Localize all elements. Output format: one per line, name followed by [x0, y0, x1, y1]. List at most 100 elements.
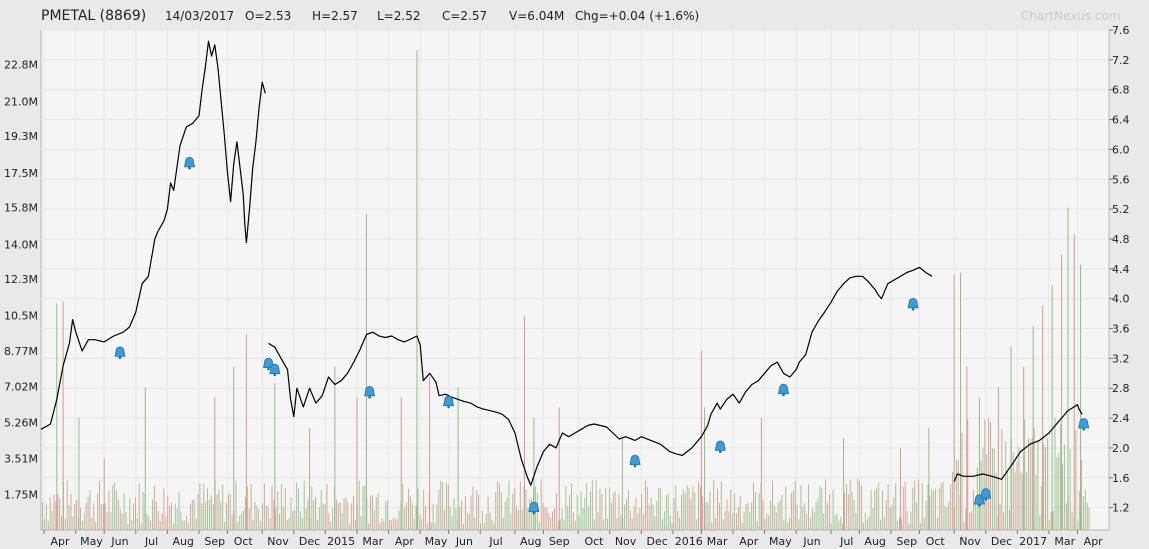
price-line — [40, 40, 266, 430]
price-tick-label: 1.6 — [1112, 472, 1130, 485]
alert-bell-icon — [364, 385, 376, 399]
alert-bell-icon — [778, 383, 789, 397]
x-tick-label: May — [80, 535, 103, 548]
x-tick-label: Mar — [362, 535, 383, 548]
brand-watermark: ChartNexus.com — [1021, 9, 1121, 23]
bell-body — [443, 395, 455, 407]
bell-body — [980, 488, 992, 499]
volume-tick-label: 1.75M — [4, 488, 38, 501]
x-tick-label: Apr — [50, 535, 70, 548]
alert-bell-icon — [714, 440, 726, 453]
bell-body — [184, 156, 195, 168]
volume-tick-label: 22.8M — [4, 59, 38, 72]
volume-tick-label: 19.3M — [4, 130, 38, 143]
price-tick-label: 7.2 — [1112, 54, 1130, 67]
price-line — [268, 266, 933, 486]
volume-tick-label: 12.3M — [4, 273, 38, 286]
x-tick-label: Dec — [299, 535, 320, 548]
x-tick-label: Aug — [172, 535, 193, 548]
alert-bell-icon — [269, 363, 281, 377]
x-tick-label: Mar — [1054, 535, 1075, 548]
x-tick-label: Jul — [144, 535, 158, 548]
x-tick-label: Mar — [707, 535, 728, 548]
x-tick-label: Jul — [488, 535, 502, 548]
price-tick-label: 2.0 — [1112, 442, 1130, 455]
x-tick-label: Nov — [615, 535, 637, 548]
x-tick-label: May — [425, 535, 448, 548]
x-tick-label: Sep — [896, 535, 917, 548]
price-line — [953, 404, 1083, 482]
alert-bell-icon — [980, 488, 992, 501]
plot-area — [40, 29, 1110, 531]
volume-tick-label: 3.51M — [4, 452, 38, 465]
price-tick-label: 6.0 — [1112, 143, 1130, 156]
bell-clapper — [188, 166, 191, 170]
bell-clapper — [447, 405, 450, 409]
alert-bell-icon — [528, 501, 540, 515]
bell-body — [364, 385, 376, 397]
x-tick-label: Dec — [647, 535, 668, 548]
low-readout: L=2.52 — [377, 9, 421, 23]
x-tick-label: Jun — [455, 535, 473, 548]
x-tick-label: Jun — [802, 535, 820, 548]
bell-body — [907, 297, 919, 309]
x-tick-label: Apr — [1084, 535, 1104, 548]
x-tick-label: 2016 — [675, 535, 703, 548]
chart-header: PMETAL (8869) 14/03/2017 O=2.53 H=2.57 L… — [0, 0, 1149, 30]
volume-tick-label: 15.8M — [4, 202, 38, 215]
volume-tick-label: 8.77M — [4, 345, 38, 358]
x-tick-label: Jun — [110, 535, 128, 548]
x-tick-label: Jul — [839, 535, 853, 548]
bell-body — [114, 346, 126, 357]
price-tick-label: 5.6 — [1112, 173, 1130, 186]
x-tick-label: Nov — [959, 535, 981, 548]
volume-tick-label: 10.5M — [4, 310, 38, 323]
price-tick-label: 6.4 — [1112, 114, 1130, 127]
alert-bell-icon — [184, 156, 195, 170]
volume-tick-label: 21.0M — [4, 95, 38, 108]
bell-body — [714, 440, 726, 451]
bell-body — [629, 454, 641, 466]
symbol-label: PMETAL (8869) — [41, 8, 147, 24]
bell-clapper — [532, 511, 536, 515]
x-tick-label: Apr — [395, 535, 415, 548]
date-readout: 14/03/2017 — [165, 9, 235, 23]
bell-body — [269, 363, 281, 375]
price-tick-label: 3.2 — [1112, 352, 1130, 365]
price-tick-label: 3.6 — [1112, 323, 1130, 336]
bell-clapper — [267, 367, 270, 371]
open-readout: O=2.53 — [245, 9, 292, 23]
bell-clapper — [911, 307, 915, 311]
price-tick-label: 4.0 — [1112, 293, 1130, 306]
volume-tick-label: 17.5M — [4, 167, 38, 180]
x-tick-label: Oct — [584, 535, 604, 548]
bell-clapper — [273, 373, 277, 377]
price-tick-label: 5.2 — [1112, 203, 1130, 216]
bell-clapper — [978, 504, 981, 507]
price-tick-label: 4.8 — [1112, 233, 1130, 246]
volume-tick-label: 7.02M — [4, 381, 38, 394]
alert-bell-icon — [907, 297, 919, 311]
close-readout: C=2.57 — [442, 9, 488, 23]
alert-bell-icon — [1078, 418, 1090, 431]
x-tick-label: Nov — [267, 535, 289, 548]
bell-clapper — [782, 393, 785, 397]
bell-body — [263, 357, 274, 369]
volume-tick-label: 14.0M — [4, 238, 38, 251]
change-readout: Chg=+0.04 (+1.6%) — [575, 9, 700, 23]
x-tick-label: Aug — [520, 535, 541, 548]
x-tick-label: 2015 — [327, 535, 355, 548]
bell-clapper — [984, 498, 988, 501]
bell-body — [778, 383, 789, 395]
price-tick-label: 1.2 — [1112, 502, 1130, 515]
alert-bell-icon — [629, 454, 641, 468]
x-tick-label: Aug — [864, 535, 885, 548]
price-tick-label: 2.8 — [1112, 382, 1130, 395]
bell-clapper — [1082, 428, 1085, 431]
volume-tick-label: 5.26M — [4, 417, 38, 430]
volume-readout: V=6.04M — [509, 9, 565, 23]
bell-clapper — [368, 395, 371, 399]
x-tick-label: May — [769, 535, 792, 548]
alert-bell-icon — [263, 357, 274, 371]
